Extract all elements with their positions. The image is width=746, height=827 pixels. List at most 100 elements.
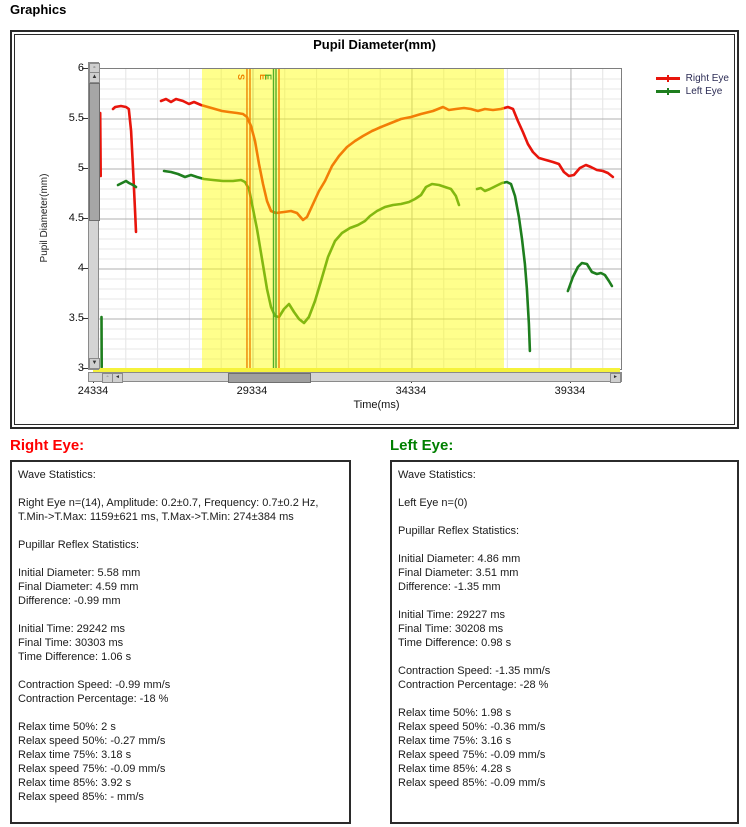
stat-line: Contraction Percentage: -18 % bbox=[18, 693, 169, 705]
svg-text:E: E bbox=[258, 74, 268, 80]
arrow-up-icon: ▲ bbox=[91, 74, 98, 80]
chart-horizontal-scrollbar[interactable]: ▫ ◄ ► bbox=[88, 372, 622, 383]
y-tick-mark bbox=[82, 168, 89, 169]
stat-line: Pupillar Reflex Statistics: bbox=[18, 539, 140, 551]
arrow-right-icon: ► bbox=[613, 374, 618, 380]
stat-line: Right Eye n=(14), Amplitude: 0.2±0.7, Fr… bbox=[18, 497, 319, 509]
left-eye-heading: Left Eye: bbox=[390, 437, 454, 454]
vscroll-up-button[interactable]: ▲ bbox=[89, 72, 100, 83]
y-tick-label: 3 bbox=[77, 362, 84, 374]
chart-vertical-scrollbar[interactable]: ▫ ▲ ▼ bbox=[88, 62, 100, 370]
y-tick-label: 4.5 bbox=[68, 212, 84, 224]
stat-line-blank bbox=[18, 706, 343, 720]
legend-point-mark bbox=[666, 88, 669, 95]
stat-line-blank bbox=[398, 650, 731, 664]
y-tick-label: 4 bbox=[77, 262, 84, 274]
stat-line: Final Diameter: 3.51 mm bbox=[398, 567, 519, 579]
stat-line-blank bbox=[398, 510, 731, 524]
stat-line-blank bbox=[18, 524, 343, 538]
stat-line: Wave Statistics: bbox=[18, 469, 96, 481]
legend-line-swatch bbox=[655, 75, 680, 82]
chart-panel: Pupil Diameter(mm) Right Eye Left Eye Pup… bbox=[10, 30, 739, 429]
stat-line: Relax time 85%: 4.28 s bbox=[398, 763, 512, 775]
stat-line: Final Time: 30208 ms bbox=[398, 623, 504, 635]
x-tick-label: 29334 bbox=[236, 385, 268, 397]
stat-line-blank bbox=[18, 482, 343, 496]
stat-line: Initial Diameter: 4.86 mm bbox=[398, 553, 521, 565]
y-tick-label: 3.5 bbox=[68, 312, 84, 324]
hscroll-right-button[interactable]: ► bbox=[610, 373, 621, 383]
svg-text:S: S bbox=[236, 74, 246, 80]
stat-line-blank bbox=[398, 692, 731, 706]
stat-line: Wave Statistics: bbox=[398, 469, 476, 481]
stat-line: Relax time 75%: 3.18 s bbox=[18, 749, 132, 761]
stat-line: Time Difference: 1.06 s bbox=[18, 651, 132, 663]
stat-line: Pupillar Reflex Statistics: bbox=[398, 525, 520, 537]
y-tick-label: 5.5 bbox=[68, 112, 84, 124]
stat-line: Relax speed 75%: -0.09 mm/s bbox=[398, 749, 546, 761]
x-tick-label: 34334 bbox=[395, 385, 427, 397]
legend-item-left-eye: Left Eye bbox=[655, 85, 729, 98]
stat-line-blank bbox=[398, 594, 731, 608]
arrow-left-icon: ◄ bbox=[115, 374, 120, 380]
x-tick-label: 24334 bbox=[77, 385, 109, 397]
stat-line: Difference: -0.99 mm bbox=[18, 595, 121, 607]
x-tick-label: 39334 bbox=[554, 385, 586, 397]
stat-line: Initial Diameter: 5.58 mm bbox=[18, 567, 141, 579]
legend-point-mark bbox=[666, 75, 669, 82]
y-tick-mark bbox=[82, 318, 89, 319]
stat-line: Relax speed 50%: -0.27 mm/s bbox=[18, 735, 166, 747]
stat-line: Difference: -1.35 mm bbox=[398, 581, 501, 593]
page-title: Graphics bbox=[10, 2, 67, 17]
y-tick-label: 6 bbox=[77, 62, 84, 74]
stat-line: Contraction Percentage: -28 % bbox=[398, 679, 549, 691]
stat-line: Time Difference: 0.98 s bbox=[398, 637, 512, 649]
right-eye-stats-panel: Wave Statistics: Right Eye n=(14), Ampli… bbox=[10, 460, 351, 824]
stat-line: Contraction Speed: -0.99 mm/s bbox=[18, 679, 171, 691]
stat-line: Relax time 85%: 3.92 s bbox=[18, 777, 132, 789]
vscroll-thumb[interactable] bbox=[89, 83, 100, 221]
stat-line: Relax speed 85%: - mm/s bbox=[18, 791, 144, 803]
highlight-strip bbox=[93, 368, 620, 372]
hscroll-thumb[interactable] bbox=[228, 373, 311, 383]
stat-line: Relax time 50%: 2 s bbox=[18, 721, 116, 733]
x-axis-title: Time(ms) bbox=[353, 399, 400, 411]
legend-label: Right Eye bbox=[685, 73, 729, 84]
y-tick-mark bbox=[82, 68, 89, 69]
stat-line: Relax time 50%: 1.98 s bbox=[398, 707, 512, 719]
chart-canvas: S EE bbox=[94, 69, 621, 369]
stat-line-blank bbox=[18, 552, 343, 566]
y-tick-mark bbox=[82, 268, 89, 269]
y-tick-mark bbox=[82, 118, 89, 119]
right-eye-heading: Right Eye: bbox=[10, 437, 85, 454]
legend-item-right-eye: Right Eye bbox=[655, 72, 729, 85]
y-tick-mark bbox=[82, 368, 89, 369]
stat-line: Initial Time: 29242 ms bbox=[18, 623, 125, 635]
svg-text:E: E bbox=[263, 74, 273, 80]
chart-legend: Right Eye Left Eye bbox=[655, 72, 729, 98]
stat-line-blank bbox=[398, 538, 731, 552]
stat-line: Final Time: 30303 ms bbox=[18, 637, 124, 649]
stat-line-blank bbox=[398, 482, 731, 496]
left-eye-stats-panel: Wave Statistics: Left Eye n=(0) Pupillar… bbox=[390, 460, 739, 824]
stat-line: Relax speed 75%: -0.09 mm/s bbox=[18, 763, 166, 775]
stat-line: Left Eye n=(0) bbox=[398, 497, 468, 509]
stat-line: Contraction Speed: -1.35 mm/s bbox=[398, 665, 551, 677]
vscroll-down-button[interactable]: ▼ bbox=[89, 358, 100, 369]
stat-line: Relax speed 85%: -0.09 mm/s bbox=[398, 777, 546, 789]
y-tick-label: 5 bbox=[77, 162, 84, 174]
reset-icon: ▫ bbox=[106, 374, 109, 380]
reset-icon: ▫ bbox=[93, 65, 96, 71]
legend-line-swatch bbox=[655, 88, 680, 95]
stat-line: Relax speed 50%: -0.36 mm/s bbox=[398, 721, 546, 733]
arrow-down-icon: ▼ bbox=[91, 360, 98, 366]
y-tick-mark bbox=[82, 218, 89, 219]
stat-line: Initial Time: 29227 ms bbox=[398, 609, 505, 621]
stat-line: Relax time 75%: 3.16 s bbox=[398, 735, 512, 747]
hscroll-left-button[interactable]: ◄ bbox=[112, 373, 123, 383]
stat-line: T.Min->T.Max: 1159±621 ms, T.Max->T.Min:… bbox=[18, 511, 294, 523]
chart-title: Pupil Diameter(mm) bbox=[313, 37, 436, 52]
stat-line: Final Diameter: 4.59 mm bbox=[18, 581, 139, 593]
legend-label: Left Eye bbox=[685, 86, 723, 97]
